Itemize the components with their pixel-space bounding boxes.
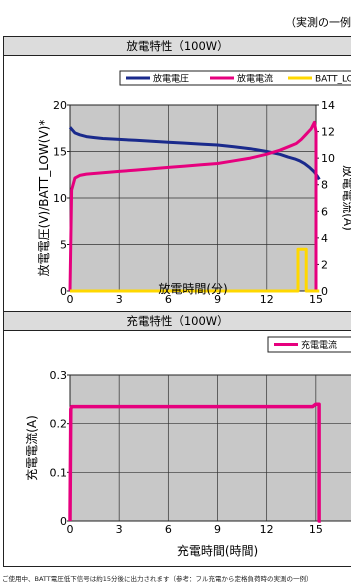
x-tick-label: 15 xyxy=(309,293,323,306)
measurement-note: （実測の一例 xyxy=(285,16,351,29)
legend-box xyxy=(119,70,351,86)
series-line xyxy=(68,126,321,181)
x-tick-label: 12 xyxy=(260,523,274,536)
charge-panel: 充電特性（100W） 充電電流 036912151800.10.20.3充電時間… xyxy=(3,311,351,567)
x-tick-label: 6 xyxy=(165,523,172,536)
y-tick-label: 0.2 xyxy=(50,418,68,431)
footnote: ご使用中、BATT電圧低下信号は約15分後に出力されます（参考：フル充電から定格… xyxy=(2,575,313,583)
y2-tick-label: 2 xyxy=(321,258,328,271)
series-line xyxy=(68,120,318,292)
plot-area xyxy=(69,374,351,522)
legend-label: 放電電流 xyxy=(237,73,273,85)
y-tick-label: 0.3 xyxy=(50,369,68,382)
legend-label: 充電電流 xyxy=(301,339,337,351)
x-tick-label: 6 xyxy=(165,293,172,306)
x-tick-label: 12 xyxy=(260,293,274,306)
x-tick-label: 0 xyxy=(67,293,74,306)
x-tick-label: 9 xyxy=(214,293,221,306)
y2-tick-label: 8 xyxy=(321,179,328,192)
y2-tick-label: 14 xyxy=(321,99,335,112)
discharge-chart-title: 放電特性（100W） xyxy=(4,37,351,56)
x-tick-label: 3 xyxy=(116,523,123,536)
x-tick-label: 3 xyxy=(116,293,123,306)
y-tick-label: 0.1 xyxy=(50,466,68,479)
y-tick-label: 20 xyxy=(53,99,67,112)
legend-label: 放電電圧 xyxy=(153,73,189,85)
x-tick-label: 15 xyxy=(309,523,323,536)
y-axis-label: 充電電流(A) xyxy=(24,415,39,481)
y-tick-label: 0 xyxy=(60,515,67,528)
y-tick-label: 0 xyxy=(60,285,67,298)
charge-chart-title: 充電特性（100W） xyxy=(4,312,351,331)
y-axis-label: 放電電圧(V)/BATT_LOW(V)* xyxy=(36,120,51,277)
y2-tick-label: 10 xyxy=(321,152,335,165)
y-tick-label: 5 xyxy=(60,239,67,252)
series-line xyxy=(70,247,320,293)
series-line xyxy=(68,402,321,523)
y2-tick-label: 0 xyxy=(321,285,328,298)
y2-tick-label: 12 xyxy=(321,126,335,139)
legend-box xyxy=(267,336,351,353)
x-tick-label: 9 xyxy=(214,523,221,536)
y2-tick-label: 6 xyxy=(321,205,328,218)
x-axis-label: 放電時間(分) xyxy=(158,281,227,296)
legend-label: BATT_LOW xyxy=(315,75,351,85)
y2-axis-label: 放電電流(A) xyxy=(341,165,351,231)
y-tick-label: 15 xyxy=(53,146,67,159)
x-axis-label: 充電時間(時間) xyxy=(177,543,258,558)
y2-tick-label: 4 xyxy=(321,232,328,245)
x-tick-label: 0 xyxy=(67,523,74,536)
y-tick-label: 10 xyxy=(53,192,67,205)
